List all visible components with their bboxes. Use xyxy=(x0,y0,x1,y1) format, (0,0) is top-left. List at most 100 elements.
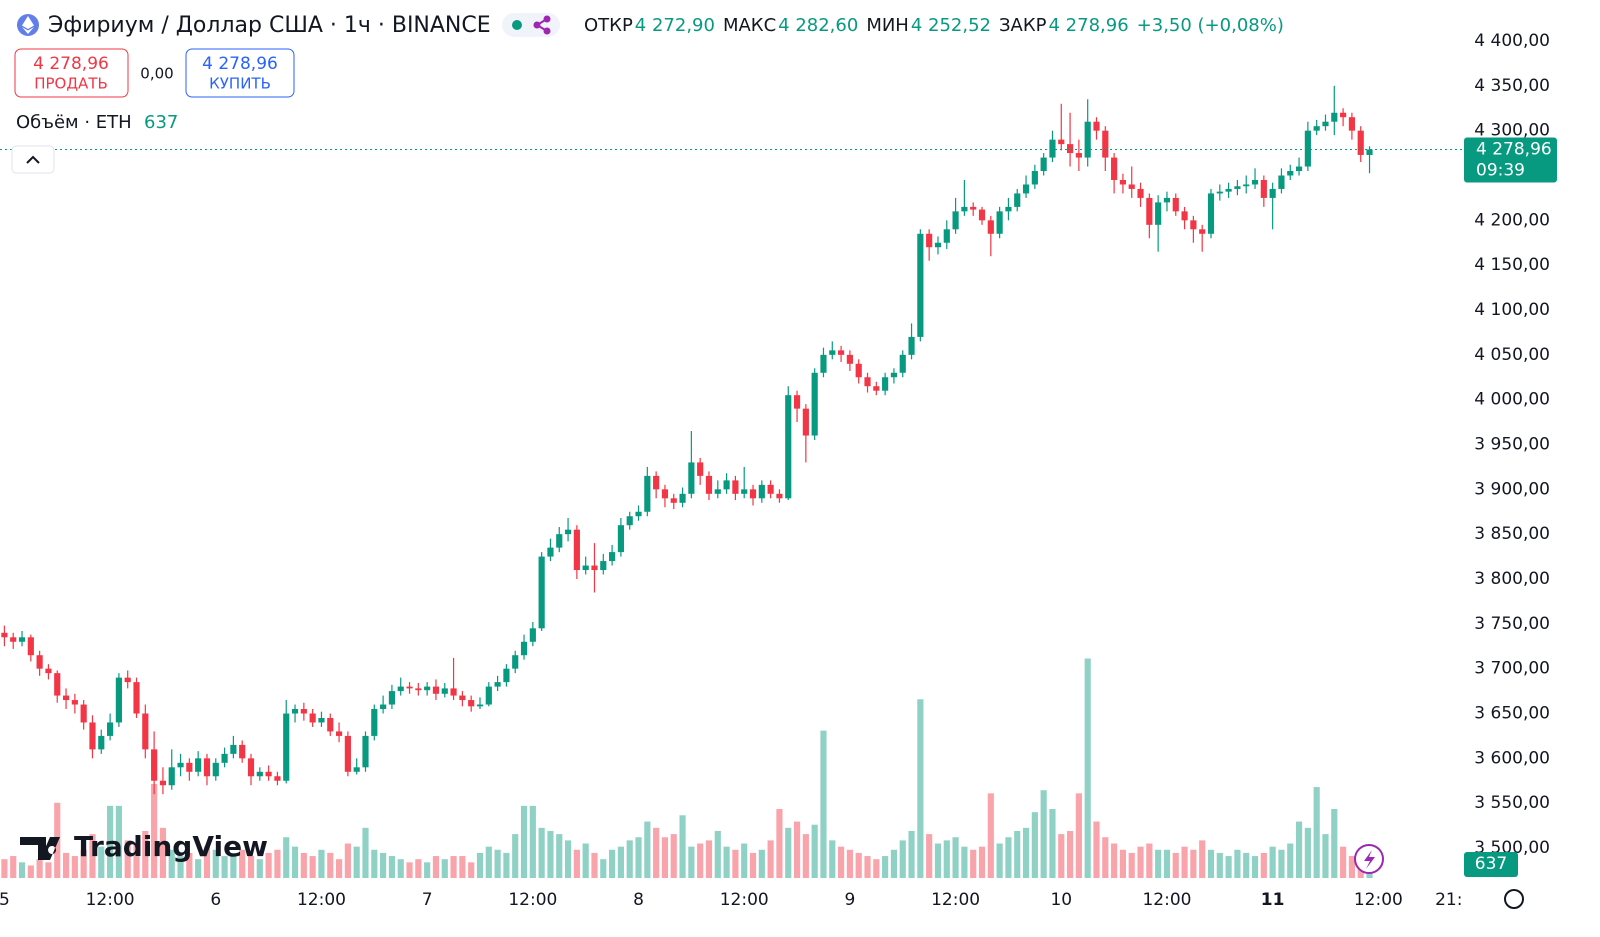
volume-bar xyxy=(556,834,563,878)
volume-bar xyxy=(670,834,677,878)
candle-body xyxy=(459,695,466,701)
volume-bar xyxy=(256,859,263,878)
y-tick-label: 4 350,00 xyxy=(1474,76,1550,96)
candle-body xyxy=(793,395,801,409)
volume-bar xyxy=(151,783,158,878)
ohlc-value: 4 252,52 xyxy=(911,15,991,36)
volume-bar xyxy=(1234,849,1241,878)
y-tick-label: 4 100,00 xyxy=(1474,300,1550,320)
volume-bar xyxy=(873,859,880,878)
candle-body xyxy=(926,233,933,248)
candle-body xyxy=(1093,121,1100,131)
candle-body xyxy=(503,668,510,683)
volume-bar xyxy=(1181,846,1188,878)
candle-body xyxy=(36,655,43,669)
candle-body xyxy=(573,529,580,571)
volume-bar xyxy=(18,862,26,878)
volume-bar xyxy=(291,846,299,878)
candle-body xyxy=(380,704,387,710)
volume-bar xyxy=(908,830,915,878)
x-tick-label: 12:00 xyxy=(1354,890,1403,910)
candle-body xyxy=(838,350,845,355)
candle-body xyxy=(679,493,686,503)
candle-body xyxy=(1348,117,1355,131)
sell-button[interactable] xyxy=(14,48,129,98)
volume-bar xyxy=(1,859,8,878)
candle-body xyxy=(529,628,536,642)
settings-button[interactable] xyxy=(1504,889,1524,909)
volume-bar xyxy=(802,834,809,878)
volume-bar xyxy=(1075,793,1082,878)
volume-bar xyxy=(793,821,801,878)
status-pill[interactable] xyxy=(502,13,560,37)
price-tag-countdown: 09:39 xyxy=(1476,161,1525,181)
volume-bar xyxy=(388,856,396,878)
candle-body xyxy=(1137,188,1144,198)
y-tick-label: 4 400,00 xyxy=(1474,31,1550,51)
candle-body xyxy=(1181,211,1188,221)
volume-bar xyxy=(697,843,704,878)
candle-body xyxy=(855,363,862,378)
volume-bar xyxy=(987,793,994,878)
candle-body xyxy=(970,206,977,210)
candle-body xyxy=(1084,121,1091,158)
candle-body xyxy=(353,767,360,772)
volume-bar xyxy=(1278,849,1285,878)
candle-body xyxy=(98,735,105,750)
spread: 0,00 xyxy=(140,65,173,83)
collapse-button[interactable] xyxy=(11,145,55,174)
candle-body xyxy=(820,354,827,373)
volume-bar xyxy=(855,852,862,878)
volume-bar xyxy=(494,849,501,878)
volume-bar xyxy=(679,815,686,878)
volume-bar xyxy=(1066,830,1074,878)
sell-label: ПРОДАТЬ xyxy=(34,75,108,93)
buy-button[interactable] xyxy=(185,48,295,98)
y-tick-label: 3 700,00 xyxy=(1474,659,1550,679)
volume-bar xyxy=(98,846,105,878)
candle-body xyxy=(741,489,748,494)
volume-bar xyxy=(380,852,387,878)
volume-bar xyxy=(441,859,448,878)
volume-bar xyxy=(1049,809,1056,878)
candle-body xyxy=(961,206,968,212)
candle-body xyxy=(1031,171,1038,185)
candle-body xyxy=(591,565,598,571)
volume-bar xyxy=(1163,849,1171,878)
candle-body xyxy=(758,484,765,499)
volume-bar xyxy=(529,805,536,878)
volume-bar xyxy=(635,837,642,878)
volume-bar xyxy=(212,849,219,878)
volume-bar xyxy=(503,852,510,878)
candle-body xyxy=(512,655,519,669)
candle-body xyxy=(908,336,915,355)
volume-bar xyxy=(274,849,281,878)
y-tick-label: 4 000,00 xyxy=(1474,390,1550,410)
candle-body xyxy=(450,688,457,696)
volume-bar xyxy=(591,852,598,878)
y-tick-label: 3 750,00 xyxy=(1474,614,1550,634)
candle-body xyxy=(1366,149,1373,155)
candle-body xyxy=(635,511,642,517)
volume-bar xyxy=(406,862,413,878)
candle-body xyxy=(291,709,299,714)
volume-bar xyxy=(573,849,580,878)
x-tick-label: 6 xyxy=(210,890,221,910)
volume-bar xyxy=(335,859,343,878)
volume-bar xyxy=(1119,849,1127,878)
candle-body xyxy=(327,717,334,732)
y-tick-label: 3 800,00 xyxy=(1474,569,1550,589)
candle-body xyxy=(1111,157,1118,180)
x-tick-label: 11 xyxy=(1261,890,1285,910)
volume-bar xyxy=(1172,852,1179,878)
collapse-icon xyxy=(26,155,40,164)
eth-glyph xyxy=(22,16,34,34)
volume-bar xyxy=(239,849,246,878)
candle-body xyxy=(943,229,950,243)
x-tick-label: 12:00 xyxy=(1142,890,1191,910)
volume-legend-label: Объём · ETH xyxy=(16,112,132,133)
candle-body xyxy=(582,565,589,571)
candle-body xyxy=(159,780,167,786)
candle-body xyxy=(1128,184,1135,189)
candle-body xyxy=(609,552,616,562)
